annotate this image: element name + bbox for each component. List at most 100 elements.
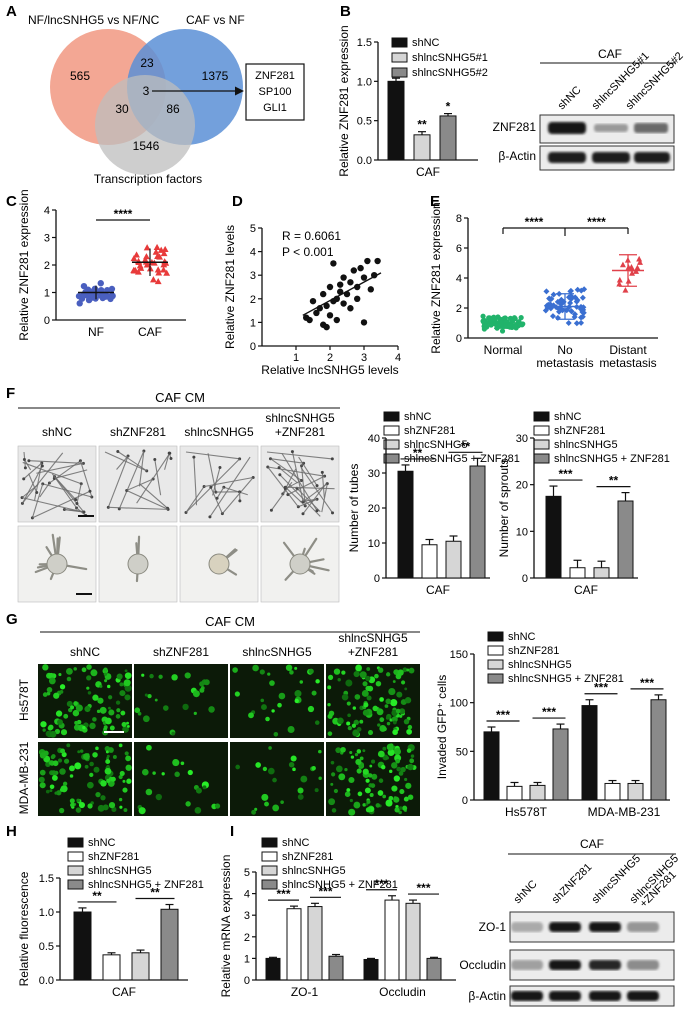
gfp-cell [141,673,145,677]
chartF2-legend-swatch [533,439,550,450]
spheroid-body [289,553,311,575]
tube-node [168,451,172,455]
gfp-cell [297,787,304,794]
blot-i-band [549,960,581,970]
gfp-cell [408,667,415,674]
gfp-cell [398,771,404,776]
panel-i-ylabel: Relative mRNA expression [219,855,233,998]
tube-image [98,445,178,523]
panel-h-bar [73,911,92,981]
panel-g-sig-label: *** [594,681,608,695]
panel-i-legend: shNC shZNF281 shlncSNHG5 shlncSNHG5 + ZNF28… [261,837,398,891]
bar-shlncSNHG5#2 [439,115,457,161]
gfp-cell [349,750,353,755]
gfp-cell [111,806,117,813]
panel-f-col-label: shlncSNHG5 [184,425,254,439]
point-nf [88,291,95,299]
gfp-cell [355,758,362,766]
panel-c-chart: 0 1 2 3 4 Relative ZNF281 expression NF CAF **** [17,189,186,341]
gfp-cell [193,711,197,715]
point-nf [76,300,83,307]
gfp-cell [346,721,351,726]
gfp-cell [359,756,364,761]
gfp-cell [348,808,356,816]
gfp-cell [392,680,396,683]
tube-node [218,465,222,469]
venn-circle-gray [95,75,195,175]
gfp-cell [347,713,351,718]
panel-g-legend-label: shNC [508,631,536,643]
tube-segment [185,486,205,513]
venn-count-red-blue: 23 [140,56,154,70]
gfp-cell [172,759,180,767]
gfp-cell [406,728,413,735]
gfp-cell [42,728,46,732]
chartF1-bar [445,540,462,579]
tube-segment [321,472,325,498]
blot-i-band [589,922,621,932]
tube-segment [278,467,299,484]
gfp-cell [123,679,131,687]
gfp-cell [105,759,111,765]
gfp-cell [391,716,398,723]
gfp-cell [362,709,369,716]
gfp-cell [347,726,352,731]
gfp-cell [107,684,111,689]
stat-p: P < 0.001 [282,245,334,259]
gfp-cell [297,794,304,800]
gfp-cell [199,687,205,693]
sig-label: * [446,100,451,114]
point-caf [130,267,138,274]
panel-c-sig-label: **** [114,207,133,221]
gfp-cell [369,764,373,768]
gfp-cell [371,773,378,780]
gene-list-box [245,63,305,121]
gfp-cell [292,767,296,772]
gfp-cell [46,686,53,693]
gfp-cell [407,724,413,730]
panel-g-title: CAF CM [205,614,255,629]
gfp-cell [390,699,398,707]
fit-line [302,272,382,316]
gfp-cell [385,799,393,807]
gfp-cell [137,711,142,716]
gfp-cell [69,765,75,772]
gfp-cell [99,706,107,714]
panel-i-ytick-label: 0 [244,975,250,987]
gfp-cell [171,731,176,736]
gfp-cell [372,705,379,712]
chartF2-sig-2-label: ** [609,474,619,488]
gfp-cell [161,772,165,776]
point-normal [512,323,518,329]
gfp-cell [393,747,402,756]
chartF1-legend-swatch [383,439,400,450]
gfp-cell [385,756,389,760]
point-no-metastasis [543,288,550,295]
tube-node [22,457,26,461]
gfp-cell [108,706,111,710]
gfp-cell [272,777,277,783]
gfp-cell [375,803,381,808]
tube-segment [116,455,129,470]
gfp-cell [318,749,322,754]
gfp-cell [184,672,191,679]
gfp-cell [379,717,385,723]
point-no-metastasis [579,294,586,301]
point-distant-metastasis [616,280,623,287]
point-no-metastasis [578,319,585,326]
gfp-cell [87,803,93,809]
gfp-cell [235,764,241,770]
gfp-cell [356,749,362,754]
panel-label-f: F [6,385,15,402]
point-normal [518,315,524,321]
gfp-cell [391,762,398,769]
gfp-cell [66,676,72,682]
chartF2-bar [545,495,562,579]
tube-segment [118,450,145,510]
gfp-cell [74,720,79,725]
gfp-cell [341,670,346,675]
spheroid-body [127,553,149,575]
panel-d-xtick-label: 3 [361,352,367,364]
chartF2-legend-swatch [533,411,550,422]
gfp-cell [366,667,371,671]
